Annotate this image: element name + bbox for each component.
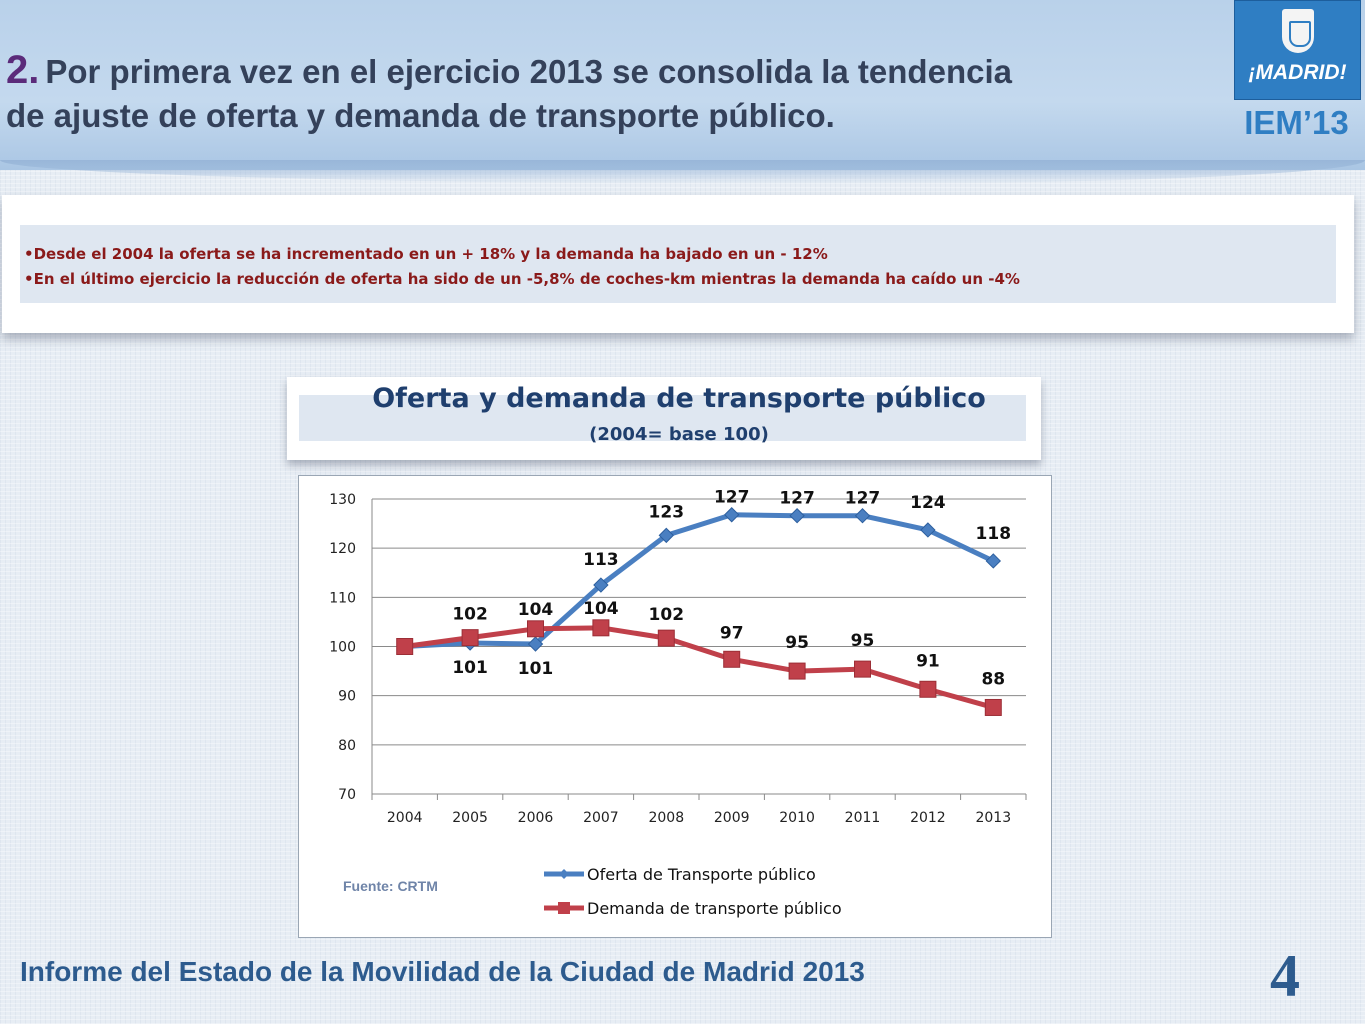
data-label: 102 — [452, 605, 488, 625]
bullet-item: •En el último ejercicio la reducción de … — [24, 270, 1020, 288]
data-label: 127 — [845, 489, 881, 509]
data-label: 88 — [981, 669, 1005, 689]
bullet-item: •Desde el 2004 la oferta se ha increment… — [24, 245, 828, 263]
x-tick-label: 2009 — [714, 810, 750, 826]
data-label: 127 — [714, 488, 750, 508]
x-tick-label: 2005 — [452, 810, 488, 826]
chart-title-box — [299, 395, 1026, 441]
chart-subtitle: (2004= base 100) — [589, 424, 769, 445]
slide-title-line1: Por primera vez en el ejercicio 2013 se … — [45, 53, 1012, 90]
legend-label: Demanda de transporte público — [587, 899, 842, 918]
y-tick-label: 70 — [338, 787, 356, 803]
x-tick-label: 2006 — [518, 810, 554, 826]
data-point-oferta — [920, 522, 936, 538]
legend-marker — [559, 869, 569, 879]
summary-card: •Desde el 2004 la oferta se ha increment… — [2, 195, 1354, 333]
data-label: 104 — [518, 600, 554, 620]
series-line-oferta — [404, 512, 995, 649]
legend-label: Oferta de Transporte público — [587, 865, 816, 884]
x-tick-label: 2011 — [845, 810, 881, 826]
header-band — [0, 0, 1365, 184]
summary-box: •Desde el 2004 la oferta se ha increment… — [20, 225, 1336, 303]
data-label: 95 — [851, 631, 875, 651]
x-tick-label: 2012 — [910, 810, 946, 826]
legend-marker — [558, 902, 570, 914]
y-tick-label: 100 — [329, 640, 356, 656]
chart-title: Oferta y demanda de transporte público — [372, 383, 986, 414]
data-point-demanda — [723, 650, 741, 668]
iem-badge: IEM’13 — [1244, 104, 1349, 141]
x-tick-label: 2010 — [779, 810, 815, 826]
data-label: 102 — [649, 605, 685, 625]
y-tick-label: 130 — [329, 492, 356, 508]
data-label: 123 — [649, 502, 685, 522]
y-tick-label: 90 — [338, 689, 356, 705]
data-point-demanda — [592, 619, 610, 637]
data-point-demanda — [788, 662, 806, 680]
slide-title: 2. Por primera vez en el ejercicio 2013 s… — [6, 48, 1196, 138]
data-label: 101 — [452, 658, 488, 678]
data-label: 97 — [720, 623, 744, 643]
y-tick-label: 120 — [329, 541, 356, 557]
chart-source: Fuente: CRTM — [343, 878, 438, 894]
data-label: 124 — [910, 493, 946, 513]
line-chart: 70 80 90 100 110 120 130 2004 2005 2006 2007 2008 20… — [298, 475, 1052, 938]
data-point-demanda — [657, 629, 675, 647]
data-point-oferta — [527, 636, 544, 652]
x-tick-label: 2013 — [975, 810, 1011, 826]
x-tick-label: 2008 — [648, 810, 684, 826]
chart-title-card: Oferta y demanda de transporte público (… — [287, 377, 1041, 460]
data-label: 113 — [583, 550, 619, 570]
data-point-oferta — [723, 507, 740, 523]
data-point-oferta — [854, 508, 871, 524]
data-point-demanda — [919, 680, 937, 698]
crest-icon — [1282, 9, 1314, 53]
x-tick-label: 2004 — [387, 810, 423, 826]
page-number: 4 — [1270, 943, 1300, 1009]
data-label: 127 — [779, 489, 815, 509]
slide-title-line2: de ajuste de oferta y demanda de transpo… — [6, 97, 835, 134]
chart-svg: 70 80 90 100 110 120 130 2004 2005 2006 2007 2008 20… — [329, 488, 1027, 918]
data-point-demanda — [527, 620, 544, 638]
data-point-oferta — [789, 508, 805, 524]
y-tick-label: 80 — [338, 738, 356, 754]
logo-text: ¡MADRID! — [1248, 61, 1347, 84]
data-point-oferta — [593, 577, 609, 593]
slide-section-number: 2. — [6, 48, 40, 92]
data-point-oferta — [985, 553, 1002, 569]
data-point-demanda — [984, 698, 1002, 716]
data-label: 104 — [583, 599, 619, 619]
series-line-demanda — [404, 625, 994, 710]
data-point-oferta — [658, 527, 675, 544]
data-point-demanda — [854, 660, 871, 678]
data-label: 95 — [785, 633, 809, 653]
data-label: 118 — [976, 524, 1012, 544]
data-label: 101 — [518, 659, 554, 679]
data-point-demanda — [396, 638, 414, 655]
madrid-logo: ¡MADRID! — [1234, 0, 1361, 100]
data-label: 91 — [916, 651, 940, 671]
footer-text: Informe del Estado de la Movilidad de la… — [20, 956, 865, 987]
x-tick-label: 2007 — [583, 810, 619, 826]
data-point-demanda — [461, 629, 479, 647]
y-tick-label: 110 — [329, 590, 356, 606]
